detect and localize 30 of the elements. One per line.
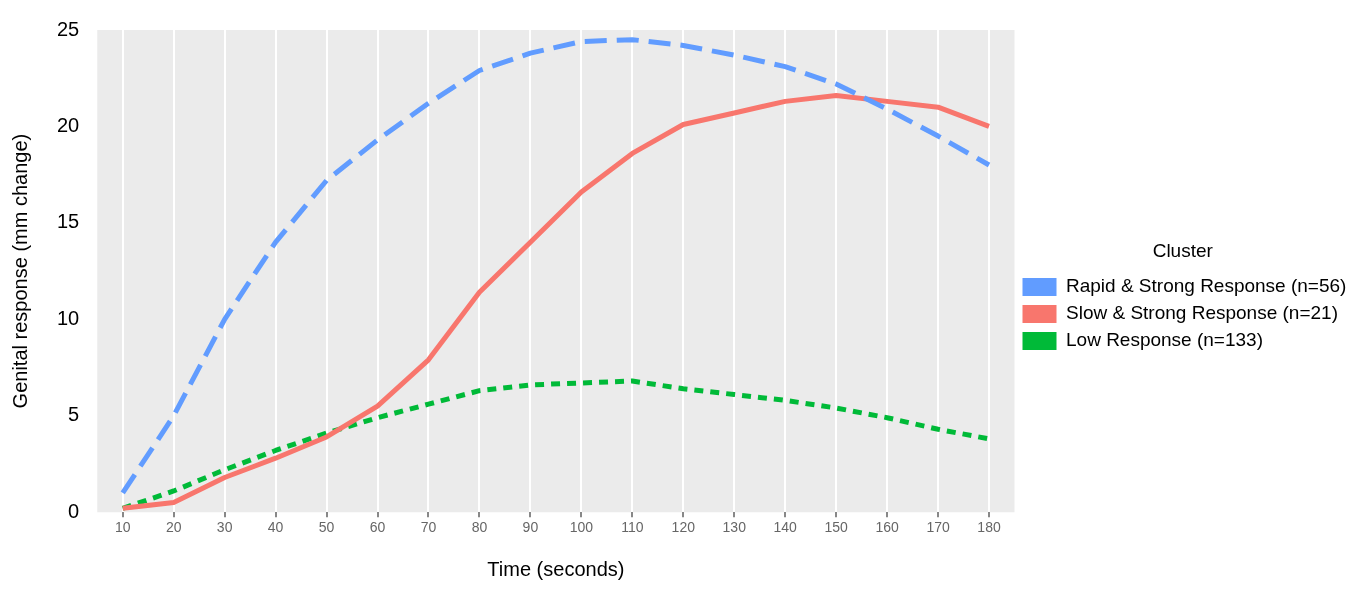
x-tick-label: 130: [722, 519, 747, 536]
x-tick-label: 70: [420, 519, 437, 536]
y-tick-label: 25: [57, 17, 80, 40]
x-tick-label: 150: [824, 519, 849, 536]
y-tick-label: 0: [68, 499, 80, 522]
x-tick-label: 20: [165, 519, 182, 536]
x-tick-label: 120: [671, 519, 696, 536]
y-tick-label: 15: [57, 210, 80, 233]
y-tick-label: 20: [57, 113, 80, 136]
x-tick-label: 160: [875, 519, 899, 536]
x-tick-label: 140: [773, 519, 798, 536]
legend-label: Slow & Strong Response (n=21): [1066, 302, 1338, 324]
x-tick-label: 110: [621, 519, 644, 536]
x-tick-label: 170: [926, 519, 950, 536]
x-tick-label: 100: [569, 519, 594, 536]
x-tick-label: 40: [267, 519, 284, 536]
x-tick-label: 10: [114, 519, 131, 536]
y-axis-title: Genital response (mm change): [8, 133, 31, 409]
y-tick-label: 5: [68, 403, 80, 426]
x-tick-label: 60: [369, 519, 386, 536]
legend-label: Low Response (n=133): [1066, 329, 1263, 351]
x-tick-label: 90: [522, 519, 539, 536]
legend-title: Cluster: [1152, 240, 1214, 262]
y-tick-label: 10: [57, 306, 80, 329]
x-tick-label: 50: [318, 519, 335, 536]
x-axis-title: Time (seconds): [487, 557, 625, 580]
x-tick-label: 180: [977, 519, 1001, 536]
legend-label: Rapid & Strong Response (n=56): [1066, 275, 1347, 297]
x-tick-label: 80: [471, 519, 488, 536]
x-tick-label: 30: [216, 519, 233, 536]
